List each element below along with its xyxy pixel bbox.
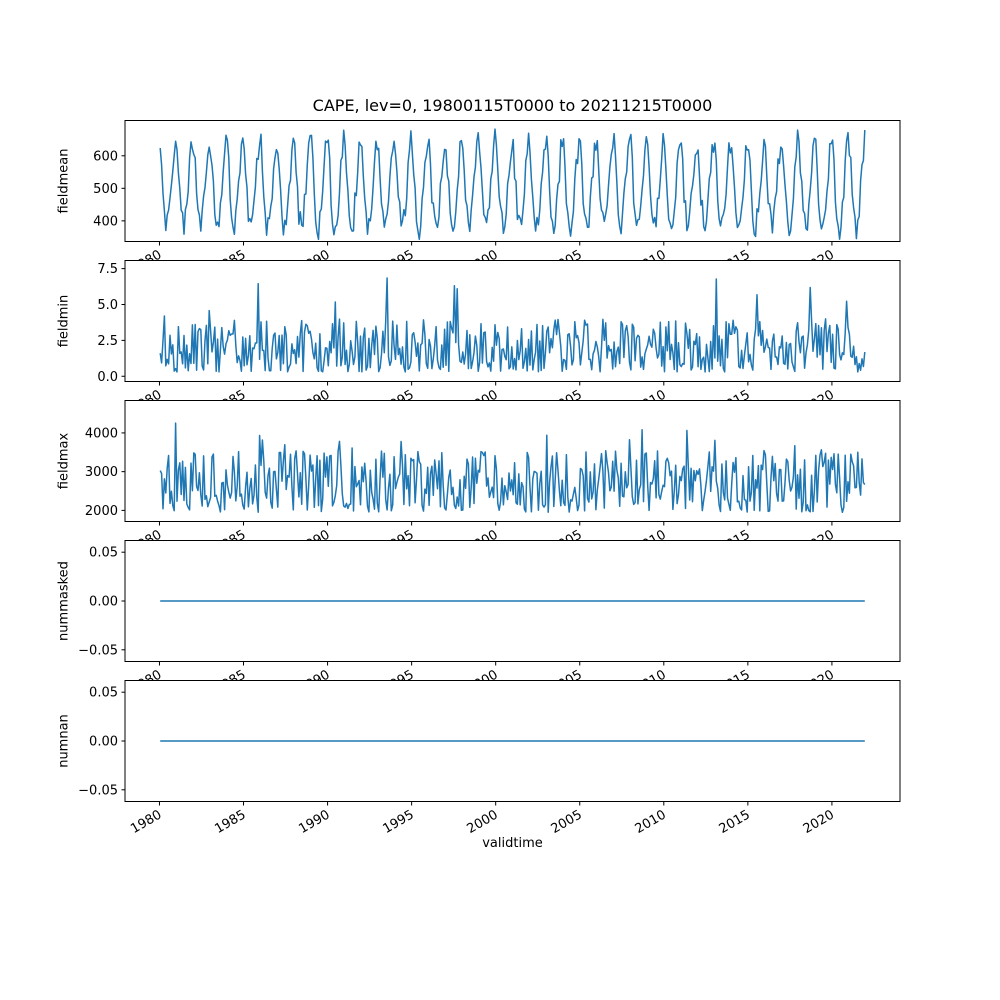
- svg-text:500: 500: [93, 182, 118, 197]
- svg-text:0.0: 0.0: [97, 370, 118, 385]
- svg-text:0.00: 0.00: [89, 595, 118, 610]
- svg-text:2.5: 2.5: [97, 334, 118, 349]
- svg-text:5.0: 5.0: [97, 298, 118, 313]
- subplot-fieldmin: 0.02.55.07.51980198519901995200020052010…: [0, 260, 1000, 417]
- svg-text:3000: 3000: [85, 465, 118, 480]
- svg-text:2010: 2010: [633, 807, 669, 837]
- plot-area-fieldmin: 0.02.55.07.51980198519901995200020052010…: [97, 260, 901, 417]
- y-axis-label-numnan: numnan: [56, 714, 72, 768]
- svg-text:−0.05: −0.05: [78, 783, 118, 798]
- svg-text:−0.05: −0.05: [78, 643, 118, 658]
- subplot-numnan: −0.05 0.00 0.05 1980 1985 1990 1995 2000 2005 201…: [0, 680, 1000, 837]
- svg-text:0.05: 0.05: [89, 546, 118, 561]
- svg-text:0.05: 0.05: [89, 686, 118, 701]
- y-axis-label-fieldmean: fieldmean: [56, 148, 72, 214]
- svg-text:600: 600: [93, 149, 118, 164]
- svg-text:7.5: 7.5: [97, 262, 118, 277]
- x-axis-label: validtime: [482, 836, 543, 851]
- y-axis-label-fieldmax: fieldmax: [56, 432, 72, 490]
- svg-text:2015: 2015: [717, 807, 753, 837]
- svg-text:2020: 2020: [801, 807, 837, 837]
- plot-area-fieldmean: 4005006001980198519901995200020052010201…: [93, 120, 901, 277]
- svg-text:2000: 2000: [465, 807, 501, 837]
- subplot-nummasked: −0.050.000.05198019851990199520002005201…: [0, 540, 1000, 697]
- y-axis-label-nummasked: nummasked: [56, 561, 72, 641]
- plot-area-nummasked: −0.050.000.05198019851990199520002005201…: [78, 540, 901, 697]
- svg-text:2005: 2005: [549, 807, 585, 837]
- plot-area-fieldmax: 2000300040001980198519901995200020052010…: [85, 400, 901, 557]
- svg-text:4000: 4000: [85, 426, 118, 441]
- plot-area-numnan: −0.05 0.00 0.05 1980 1985 1990 1995 2000 2005 201…: [78, 680, 901, 837]
- subplot-fieldmax: 2000300040001980198519901995200020052010…: [0, 400, 1000, 557]
- y-axis-label-fieldmin: fieldmin: [56, 294, 72, 348]
- svg-text:1990: 1990: [296, 807, 332, 837]
- svg-text:1985: 1985: [212, 807, 248, 837]
- svg-text:2000: 2000: [85, 504, 118, 519]
- svg-text:0.00: 0.00: [89, 735, 118, 750]
- svg-text:1980: 1980: [128, 807, 164, 837]
- svg-text:400: 400: [93, 214, 118, 229]
- svg-text:1995: 1995: [380, 807, 416, 837]
- figure-title: CAPE, lev=0, 19800115T0000 to 20211215T0…: [312, 96, 713, 115]
- subplot-fieldmean: 4005006001980198519901995200020052010201…: [0, 120, 1000, 277]
